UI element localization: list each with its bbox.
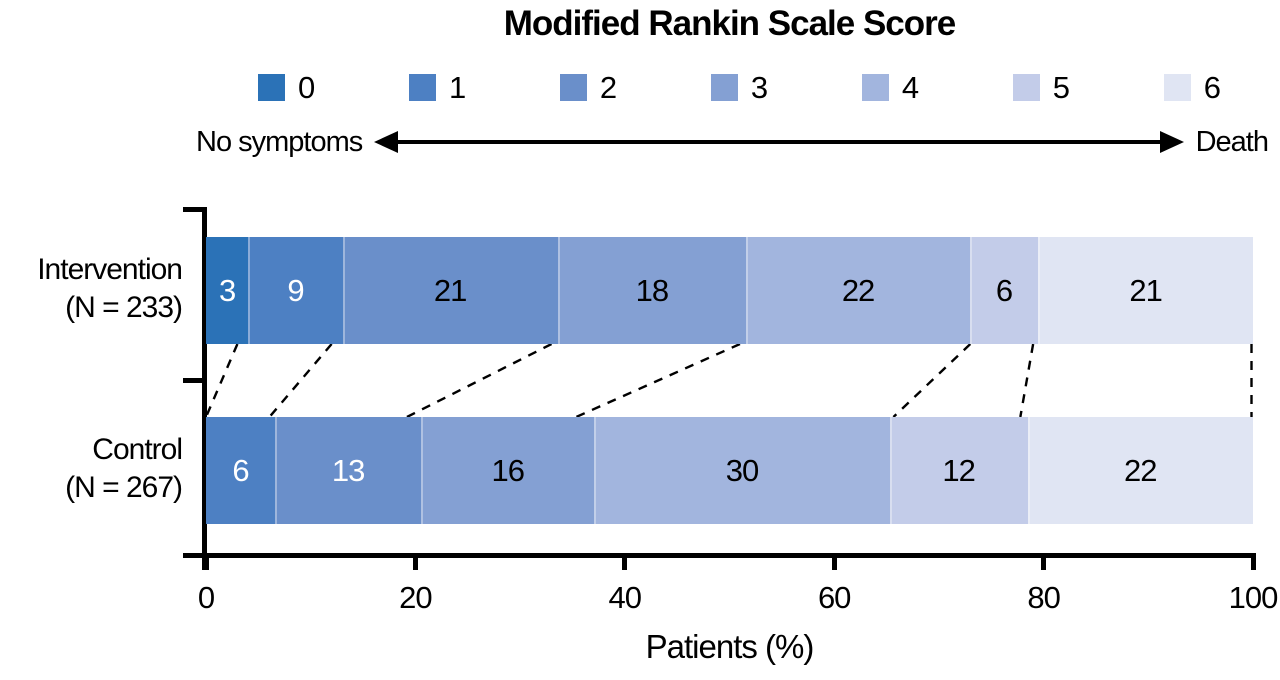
legend-item: 6 [1163, 70, 1221, 105]
legend-label: 2 [599, 70, 617, 105]
segment-value-label: 16 [491, 452, 525, 488]
y-axis-line [202, 207, 207, 570]
x-axis-tick-label: 60 [817, 580, 851, 615]
bar-segment-score-2: 13 [274, 417, 422, 524]
y-axis-tick-top [183, 207, 205, 212]
bar-segment-score-2: 21 [342, 237, 558, 344]
bar-segment-score-4: 30 [594, 417, 890, 524]
connector-line-score-4 [892, 344, 972, 417]
legend-swatch-icon [559, 74, 587, 101]
connector-line-score-1 [268, 344, 333, 417]
x-axis-tick [412, 553, 418, 570]
arrow-head-right-icon [1159, 131, 1184, 153]
legend-item: 0 [258, 70, 315, 105]
connector-line-score-0 [206, 344, 239, 417]
legend-label: 5 [1052, 70, 1070, 105]
segment-value-label: 22 [1124, 452, 1157, 488]
x-axis-tick [203, 553, 209, 570]
x-axis-tick [1041, 553, 1047, 570]
segment-value-label: 21 [1129, 272, 1162, 308]
bar-control: 6 13 16 30 12 22 [206, 417, 1253, 524]
bar-segment-score-6: 22 [1027, 417, 1253, 524]
dashed-connector-lines [206, 344, 1253, 417]
legend-swatch-icon [1012, 74, 1040, 101]
category-n-label: (N = 267) [65, 471, 183, 504]
legend-label: 4 [901, 70, 919, 105]
legend-label: 6 [1203, 70, 1221, 105]
x-axis-tick-label: 0 [197, 580, 215, 615]
legend-label: 3 [750, 70, 768, 105]
connector-line-score-3 [575, 344, 741, 417]
x-axis-line [183, 553, 1256, 558]
legend-swatch-icon [710, 74, 738, 101]
x-axis-tick-label: 20 [399, 580, 432, 615]
bar-segment-score-1: 6 [206, 417, 275, 524]
bar-segment-score-6: 21 [1038, 237, 1253, 344]
y-axis-tick-middle [183, 378, 205, 383]
segment-value-label: 22 [841, 272, 875, 308]
arrow-head-left-icon [374, 131, 399, 153]
bar-segment-score-4: 22 [746, 237, 970, 344]
legend-label: 0 [298, 70, 315, 105]
x-axis-tick-label: 100 [1228, 580, 1279, 615]
legend-item: 4 [861, 70, 919, 105]
x-axis-tick [831, 553, 837, 570]
legend-item: 5 [1012, 70, 1070, 105]
bar-segment-score-0: 3 [206, 237, 249, 344]
legend-item: 2 [559, 70, 617, 105]
legend-swatch-icon [408, 74, 436, 101]
segment-value-label: 12 [942, 452, 975, 488]
legend-item: 1 [408, 70, 466, 105]
connector-line-score-2 [406, 344, 553, 417]
arrow-shaft [398, 140, 1160, 144]
bar-segment-score-5: 6 [969, 237, 1039, 344]
legend-swatch-icon [861, 74, 889, 101]
connector-line-score-5 [1019, 344, 1035, 417]
chart-title: Modified Rankin Scale Score [503, 4, 956, 43]
segment-value-label: 6 [232, 452, 249, 488]
bar-segment-score-3: 18 [557, 237, 747, 344]
x-axis-title: Patients (%) [645, 628, 815, 665]
segment-value-label: 18 [635, 272, 669, 308]
x-axis-tick-label: 40 [608, 580, 642, 615]
severity-scale-row: No symptoms Death [196, 120, 1269, 164]
x-axis-tick-label: 80 [1027, 580, 1060, 615]
category-name: Intervention [37, 253, 183, 286]
bar-segment-score-5: 12 [889, 417, 1028, 524]
bar-segment-score-1: 9 [248, 237, 343, 344]
legend: 0 1 2 3 4 5 6 [258, 70, 1221, 105]
x-axis-tick [1250, 553, 1256, 570]
legend-label: 1 [448, 70, 466, 105]
category-n-label: (N = 233) [65, 291, 183, 324]
category-name: Control [92, 433, 183, 466]
segment-value-label: 9 [287, 272, 304, 308]
segment-value-label: 3 [219, 272, 236, 308]
legend-swatch-icon [258, 74, 285, 101]
x-axis-tick [622, 553, 628, 570]
scale-right-label: Death [1195, 125, 1269, 158]
legend-swatch-icon [1163, 74, 1191, 101]
bar-segment-score-3: 16 [421, 417, 595, 524]
double-arrow-icon [374, 131, 1184, 153]
bar-intervention: 3 9 21 18 22 6 21 [206, 237, 1253, 344]
segment-value-label: 13 [331, 452, 365, 488]
segment-value-label: 6 [995, 272, 1013, 308]
segment-value-label: 30 [725, 452, 759, 488]
scale-left-label: No symptoms [196, 125, 363, 158]
category-label-control: Control (N = 267) [0, 431, 183, 507]
segment-value-label: 21 [433, 272, 467, 308]
category-label-intervention: Intervention (N = 233) [0, 251, 183, 327]
legend-item: 3 [710, 70, 768, 105]
